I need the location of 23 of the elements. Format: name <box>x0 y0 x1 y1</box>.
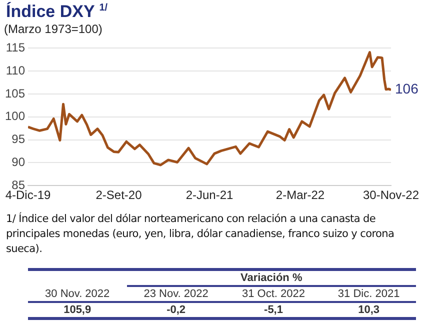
annotation: 106 <box>395 80 419 96</box>
x-tick-label: 30-Nov-22 <box>362 188 420 202</box>
text: -0,2 <box>126 302 226 318</box>
chart-title: Índice DXY $^{1/}$ <box>6 2 108 22</box>
x-tick-label: 2-Set-20 <box>96 188 142 202</box>
y-tick-label: 105 <box>4 86 26 100</box>
text: 23 Nov. 2022 <box>126 286 226 302</box>
text: 1/ Índice del valor del dólar norteamericano con relación a una canasta de principales monedas (euro, yen, libra, dólar canadiense, franco suizo y corona sueca). <box>6 212 396 257</box>
y-tick-label: 95 <box>12 132 26 146</box>
text: -5,1 <box>225 302 322 318</box>
text: 105,9 <box>28 302 127 318</box>
y-tick-label: 110 <box>6 63 26 78</box>
chart-subtitle: (Marzo 1973=100) <box>4 22 102 36</box>
text: 31 Dic. 2021 <box>322 286 416 302</box>
y-tick-label: 100 <box>4 109 26 124</box>
text: 30 Nov. 2022 <box>28 286 127 302</box>
y-tick-label: 90 <box>12 155 26 170</box>
text: 31 Oct. 2022 <box>225 286 322 302</box>
y-tick-label: 115 <box>6 40 26 55</box>
text: Variación % <box>126 270 416 286</box>
x-tick-label: 2-Jun-21 <box>186 188 234 202</box>
text: 10,3 <box>322 302 416 318</box>
x-tick-label: 2-Mar-22 <box>276 188 325 202</box>
